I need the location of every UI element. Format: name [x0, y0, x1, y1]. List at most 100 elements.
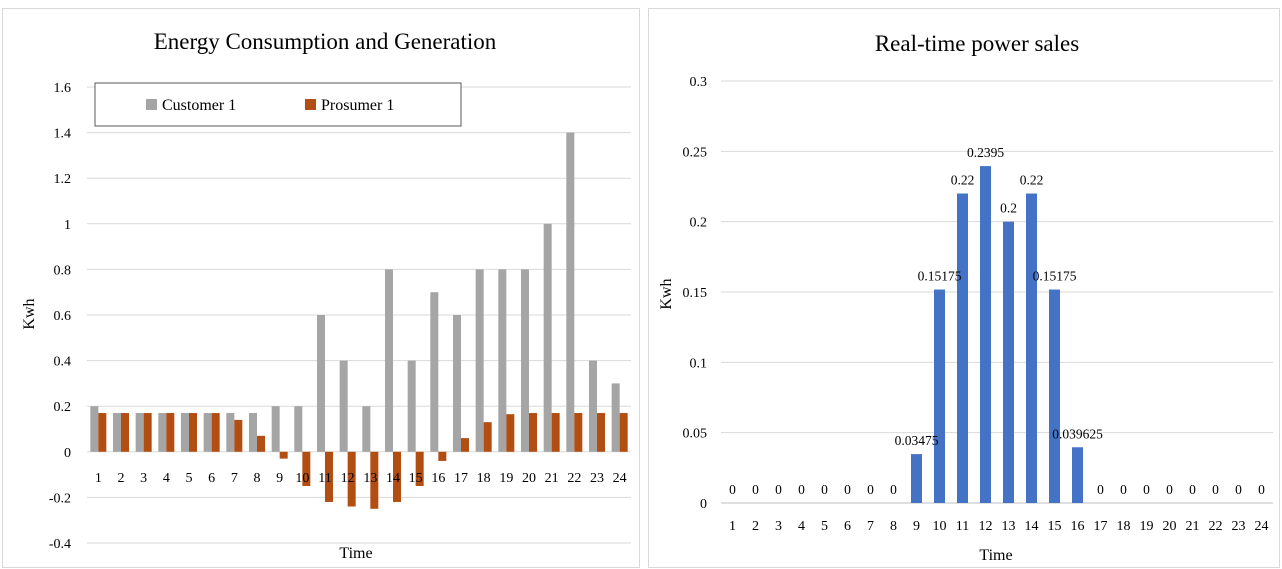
x-tick-label: 5	[821, 519, 828, 534]
chart-title: Energy Consumption and Generation	[154, 29, 497, 54]
y-axis-ticks: 0 0.05 0.1 0.15 0.2 0.25 0.3	[683, 75, 708, 512]
y-tick-label: 0.2	[690, 216, 708, 231]
bar-customer	[566, 132, 575, 452]
x-tick-label: 21	[545, 471, 559, 486]
bar-customer	[203, 413, 212, 452]
x-tick-label: 11	[956, 519, 969, 534]
data-label: 0.22	[1020, 173, 1044, 188]
bar-customer	[226, 413, 235, 452]
x-axis-label: Time	[979, 547, 1012, 564]
consumption-chart-panel: Energy Consumption and Generation -0.4 -0…	[2, 8, 640, 568]
bar-customer	[430, 292, 439, 452]
x-tick-label: 10	[295, 471, 309, 486]
data-label: 0.15175	[918, 269, 962, 284]
bar-customer	[339, 360, 348, 452]
x-tick-label: 20	[522, 471, 536, 486]
data-label: 0.22	[951, 173, 975, 188]
y-axis-label: Kwh	[658, 278, 675, 309]
bar-customer	[362, 406, 371, 452]
x-tick-label: 17	[1094, 519, 1108, 534]
x-tick-label: 9	[276, 471, 283, 486]
y-tick-label: 0	[700, 497, 707, 512]
y-tick-label: 0.3	[690, 75, 708, 90]
data-labels: 0 0 0 0 0 0 0 00.034750.151750.220.23950.20.220…	[729, 145, 1265, 497]
x-tick-label: 15	[409, 471, 423, 486]
x-tick-label: 1	[95, 471, 102, 486]
consumption-chart: Energy Consumption and Generation -0.4 -0…	[21, 29, 631, 562]
x-tick-label: 24	[613, 471, 627, 486]
bar-prosumer	[574, 413, 583, 452]
x-tick-label: 6	[844, 519, 851, 534]
bar-prosumer	[234, 419, 243, 452]
x-tick-label: 14	[386, 471, 400, 486]
bar-prosumer	[257, 435, 265, 452]
y-tick-label: 0.6	[54, 309, 72, 324]
bar-customer	[158, 413, 167, 452]
legend-swatch-prosumer	[305, 99, 316, 110]
y-tick-label: 1.6	[54, 81, 72, 96]
x-tick-label: 7	[867, 519, 874, 534]
data-label: 0	[1143, 482, 1150, 497]
bar-customer	[521, 269, 529, 452]
bar-prosumer	[415, 451, 424, 486]
y-tick-label: -0.4	[49, 537, 71, 552]
bar-customer	[385, 269, 393, 452]
chart-title: Real-time power sales	[875, 31, 1079, 56]
bar-prosumer	[189, 413, 197, 452]
bar-prosumer	[302, 451, 311, 486]
data-label: 0.2395	[967, 145, 1004, 160]
x-tick-label: 11	[318, 471, 331, 486]
y-tick-label: 0.4	[54, 355, 72, 370]
x-tick-label: 6	[208, 471, 215, 486]
y-tick-label: 1.2	[54, 172, 72, 187]
bar-customer	[543, 223, 552, 452]
x-tick-label: 18	[477, 471, 491, 486]
data-label: 0	[821, 482, 828, 497]
bar-prosumer	[529, 413, 537, 452]
data-label: 0.2	[1000, 201, 1017, 216]
y-tick-label: 0.8	[54, 263, 72, 278]
x-tick-label: 14	[1025, 519, 1039, 534]
x-tick-label: 7	[231, 471, 238, 486]
bar-customer	[475, 269, 484, 452]
data-label: 0	[1212, 482, 1219, 497]
y-tick-label: 0.05	[683, 427, 708, 442]
x-tick-label: 8	[254, 471, 261, 486]
bar-prosumer	[325, 451, 333, 502]
bar-customer	[181, 413, 189, 452]
gridlines	[721, 80, 1273, 504]
y-axis-ticks: -0.4 -0.2 0 0.2 0.4 0.6 0.8 1 1.2 1.4 1.6	[49, 81, 71, 552]
x-tick-label: 19	[1140, 519, 1154, 534]
bar-customer	[135, 413, 144, 452]
x-tick-label: 16	[1071, 519, 1085, 534]
y-axis-label: Kwh	[21, 298, 38, 329]
bar-prosumer	[619, 413, 628, 452]
legend-label-prosumer: Prosumer 1	[321, 97, 394, 114]
bars	[90, 132, 628, 509]
bar-customer	[317, 315, 325, 452]
data-label: 0	[1235, 482, 1242, 497]
x-tick-label: 18	[1117, 519, 1131, 534]
x-tick-label: 21	[1186, 519, 1200, 534]
bar-sales	[934, 289, 945, 503]
data-label: 0.039625	[1052, 426, 1103, 441]
bar-prosumer	[483, 422, 492, 452]
x-tick-label: 13	[1002, 519, 1016, 534]
x-axis-ticks: 1 2 3 4 5 6 7 8 9 10 11 12 13 14 15 16 17 18 19 20 21 22 23 24	[729, 519, 1269, 534]
bar-prosumer	[143, 413, 152, 452]
bar-customer	[589, 360, 597, 452]
bar-customer	[294, 406, 303, 452]
bar-prosumer	[597, 413, 605, 452]
y-tick-label: 1	[64, 218, 71, 233]
x-tick-label: 15	[1048, 519, 1062, 534]
y-tick-label: 0.15	[683, 286, 708, 301]
bar-sales	[1026, 193, 1037, 504]
x-tick-label: 13	[363, 471, 377, 486]
data-label: 0	[1189, 482, 1196, 497]
bar-sales	[911, 454, 922, 503]
data-label: 0	[752, 482, 759, 497]
y-tick-label: -0.2	[49, 491, 71, 506]
bar-sales	[1003, 221, 1014, 503]
bar-sales	[1049, 289, 1060, 503]
x-tick-label: 23	[1232, 519, 1246, 534]
